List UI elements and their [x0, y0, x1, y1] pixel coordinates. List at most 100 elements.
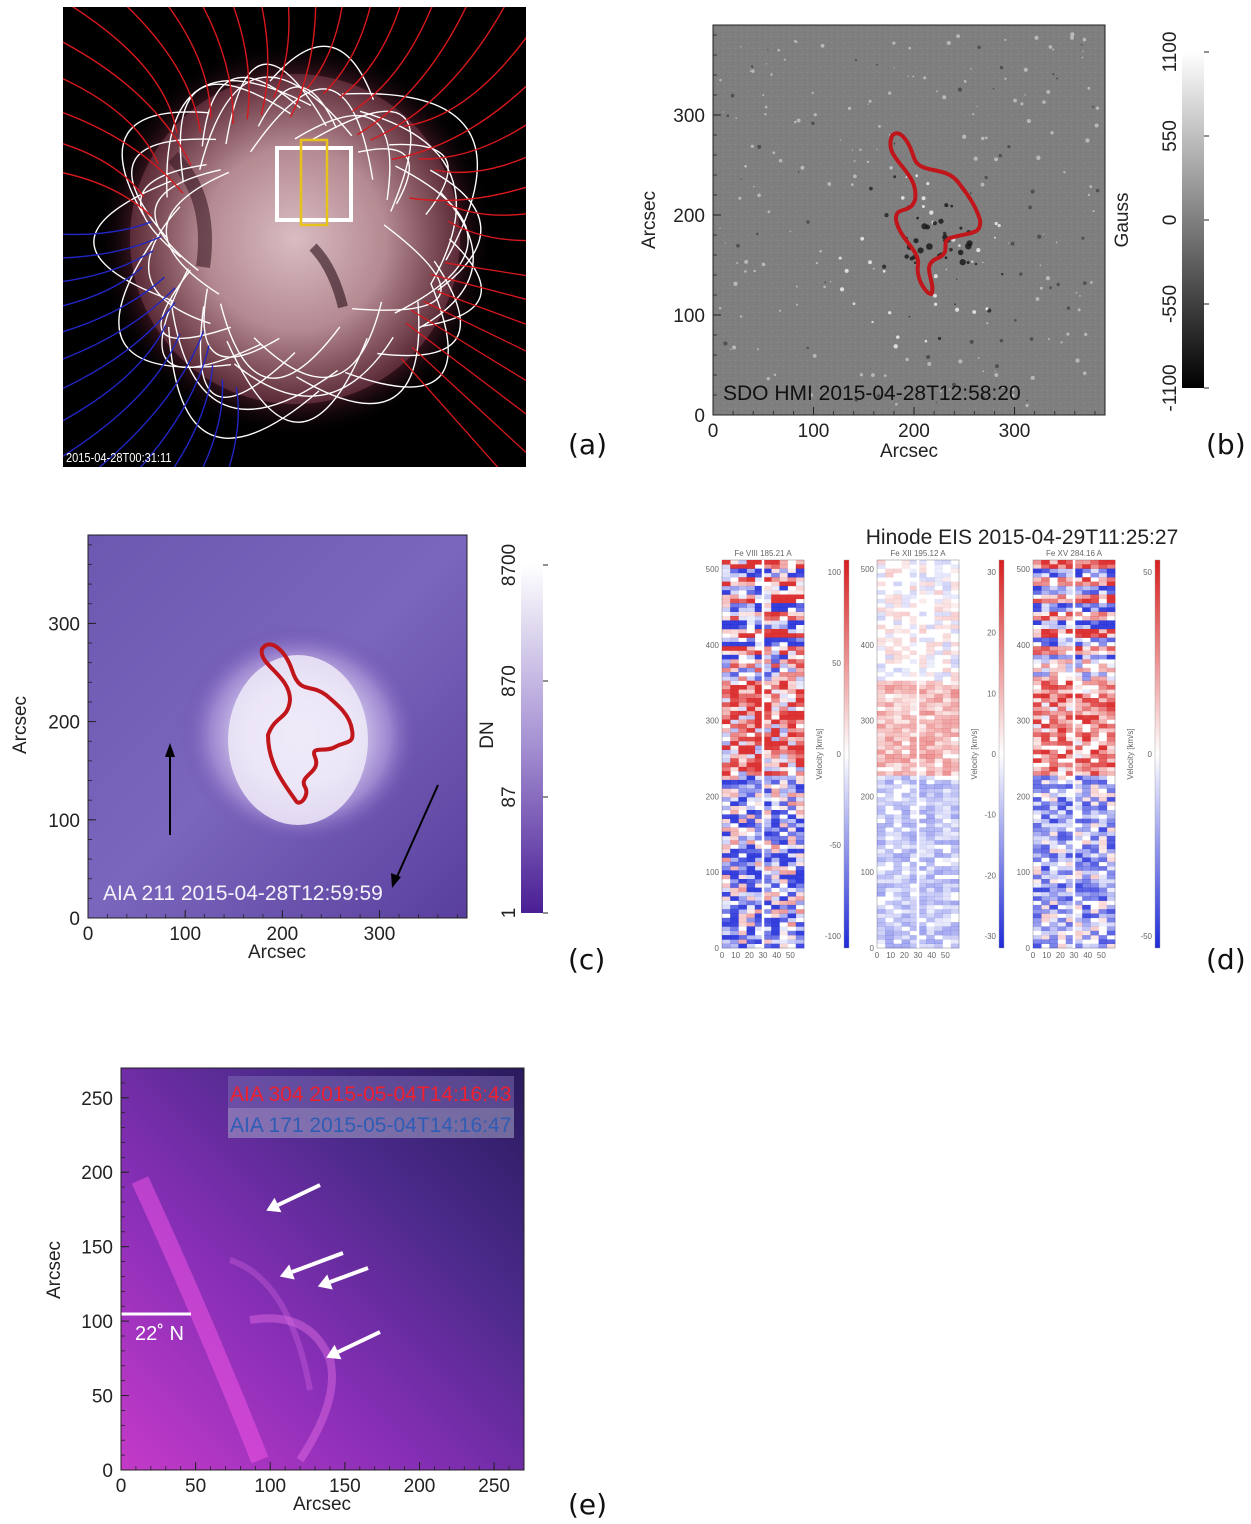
velocity-cell	[738, 904, 747, 910]
velocity-cell	[918, 844, 927, 850]
velocity-cell	[738, 603, 747, 608]
velocity-cell	[1106, 771, 1116, 776]
magnetic-element	[795, 285, 798, 288]
velocity-cell	[918, 805, 927, 811]
velocity-cell	[909, 762, 919, 768]
magnetic-element	[933, 302, 938, 306]
velocity-cell	[926, 844, 935, 850]
velocity-cell	[795, 745, 805, 750]
velocity-cell	[754, 892, 764, 897]
velocity-cell	[763, 935, 772, 940]
velocity-cell	[950, 758, 960, 763]
magnetic-element	[783, 58, 786, 61]
velocity-cell	[722, 741, 731, 746]
velocity-cell	[1098, 904, 1108, 910]
velocity-cell	[1082, 736, 1091, 742]
eis-colorbar-label: Velocity [km/s]	[970, 728, 979, 779]
velocity-cell	[1057, 564, 1067, 569]
velocity-cell	[730, 620, 739, 625]
velocity-cell	[950, 616, 960, 621]
velocity-cell	[746, 896, 756, 901]
velocity-cell	[1057, 814, 1067, 819]
velocity-cell	[1090, 762, 1099, 768]
velocity-cell	[730, 922, 739, 927]
velocity-cell	[877, 762, 886, 768]
velocity-cell	[1065, 904, 1075, 910]
velocity-cell	[901, 745, 911, 750]
velocity-cell	[950, 823, 960, 828]
velocity-cell	[1074, 835, 1083, 841]
velocity-cell	[1074, 943, 1083, 949]
velocity-cell	[926, 879, 935, 884]
velocity-cell	[754, 900, 764, 906]
velocity-cell	[950, 866, 960, 871]
closed-field-line	[147, 206, 211, 325]
velocity-cell	[942, 706, 952, 712]
velocity-cell	[771, 745, 780, 750]
magnetic-element	[730, 348, 732, 351]
velocity-cell	[909, 866, 919, 871]
velocity-cell	[795, 866, 805, 871]
closed-field-line	[170, 299, 339, 411]
velocity-cell	[738, 667, 747, 673]
latitude-label: 22˚ N	[135, 1323, 184, 1345]
velocity-cell	[771, 827, 780, 832]
closed-field-line	[168, 326, 320, 439]
velocity-cell	[1057, 736, 1067, 742]
magnetic-element	[976, 248, 981, 253]
velocity-cell	[779, 900, 788, 906]
velocity-cell	[795, 590, 805, 595]
velocity-cell	[1106, 706, 1116, 712]
velocity-cell	[901, 909, 911, 914]
velocity-cell	[730, 698, 739, 703]
velocity-cell	[787, 624, 797, 630]
velocity-cell	[1049, 766, 1058, 772]
magnetic-element	[900, 196, 905, 200]
velocity-cell	[1057, 637, 1067, 643]
eis-y-tick-label: 200	[706, 792, 720, 801]
velocity-cell	[771, 590, 780, 595]
velocity-cell	[1049, 710, 1058, 716]
velocity-cell	[1057, 866, 1067, 871]
velocity-cell	[877, 814, 886, 819]
velocity-cell	[722, 887, 731, 893]
velocity-cell	[934, 560, 943, 565]
velocity-cell	[730, 939, 739, 944]
velocity-cell	[909, 650, 919, 656]
velocity-cell	[901, 805, 911, 811]
velocity-cell	[1074, 754, 1083, 759]
velocity-cell	[1033, 680, 1042, 686]
velocity-cell	[1090, 572, 1099, 578]
velocity-cell	[1065, 629, 1075, 634]
velocity-cell	[1098, 741, 1108, 746]
velocity-cell	[909, 887, 919, 893]
velocity-cell	[787, 620, 797, 625]
velocity-cell	[1082, 568, 1091, 574]
velocity-cell	[926, 758, 935, 763]
velocity-cell	[1082, 831, 1091, 837]
velocity-cell	[795, 633, 805, 638]
magnetic-element	[819, 250, 822, 253]
negative-polarity-element	[904, 254, 909, 259]
magnetic-element	[800, 165, 805, 170]
velocity-cell	[771, 892, 780, 897]
velocity-cell	[754, 728, 764, 733]
velocity-cell	[934, 758, 943, 763]
closed-field-line	[179, 83, 291, 183]
velocity-cell	[738, 814, 747, 819]
velocity-cell	[738, 723, 747, 729]
velocity-cell	[738, 779, 747, 785]
eis-colorbar-tick-label: 100	[828, 568, 842, 577]
eis-y-tick-label: 0	[1026, 944, 1031, 953]
velocity-cell	[763, 883, 772, 888]
velocity-cell	[885, 792, 894, 798]
magnetic-element	[866, 160, 870, 164]
velocity-cell	[893, 732, 902, 737]
magnetic-element	[883, 374, 887, 377]
velocity-cell	[1057, 719, 1067, 725]
colorbar-tick-label: 870	[499, 665, 520, 697]
velocity-cell	[787, 840, 797, 845]
velocity-cell	[950, 784, 960, 789]
velocity-cell	[763, 926, 772, 931]
magnetic-element	[1080, 43, 1083, 46]
